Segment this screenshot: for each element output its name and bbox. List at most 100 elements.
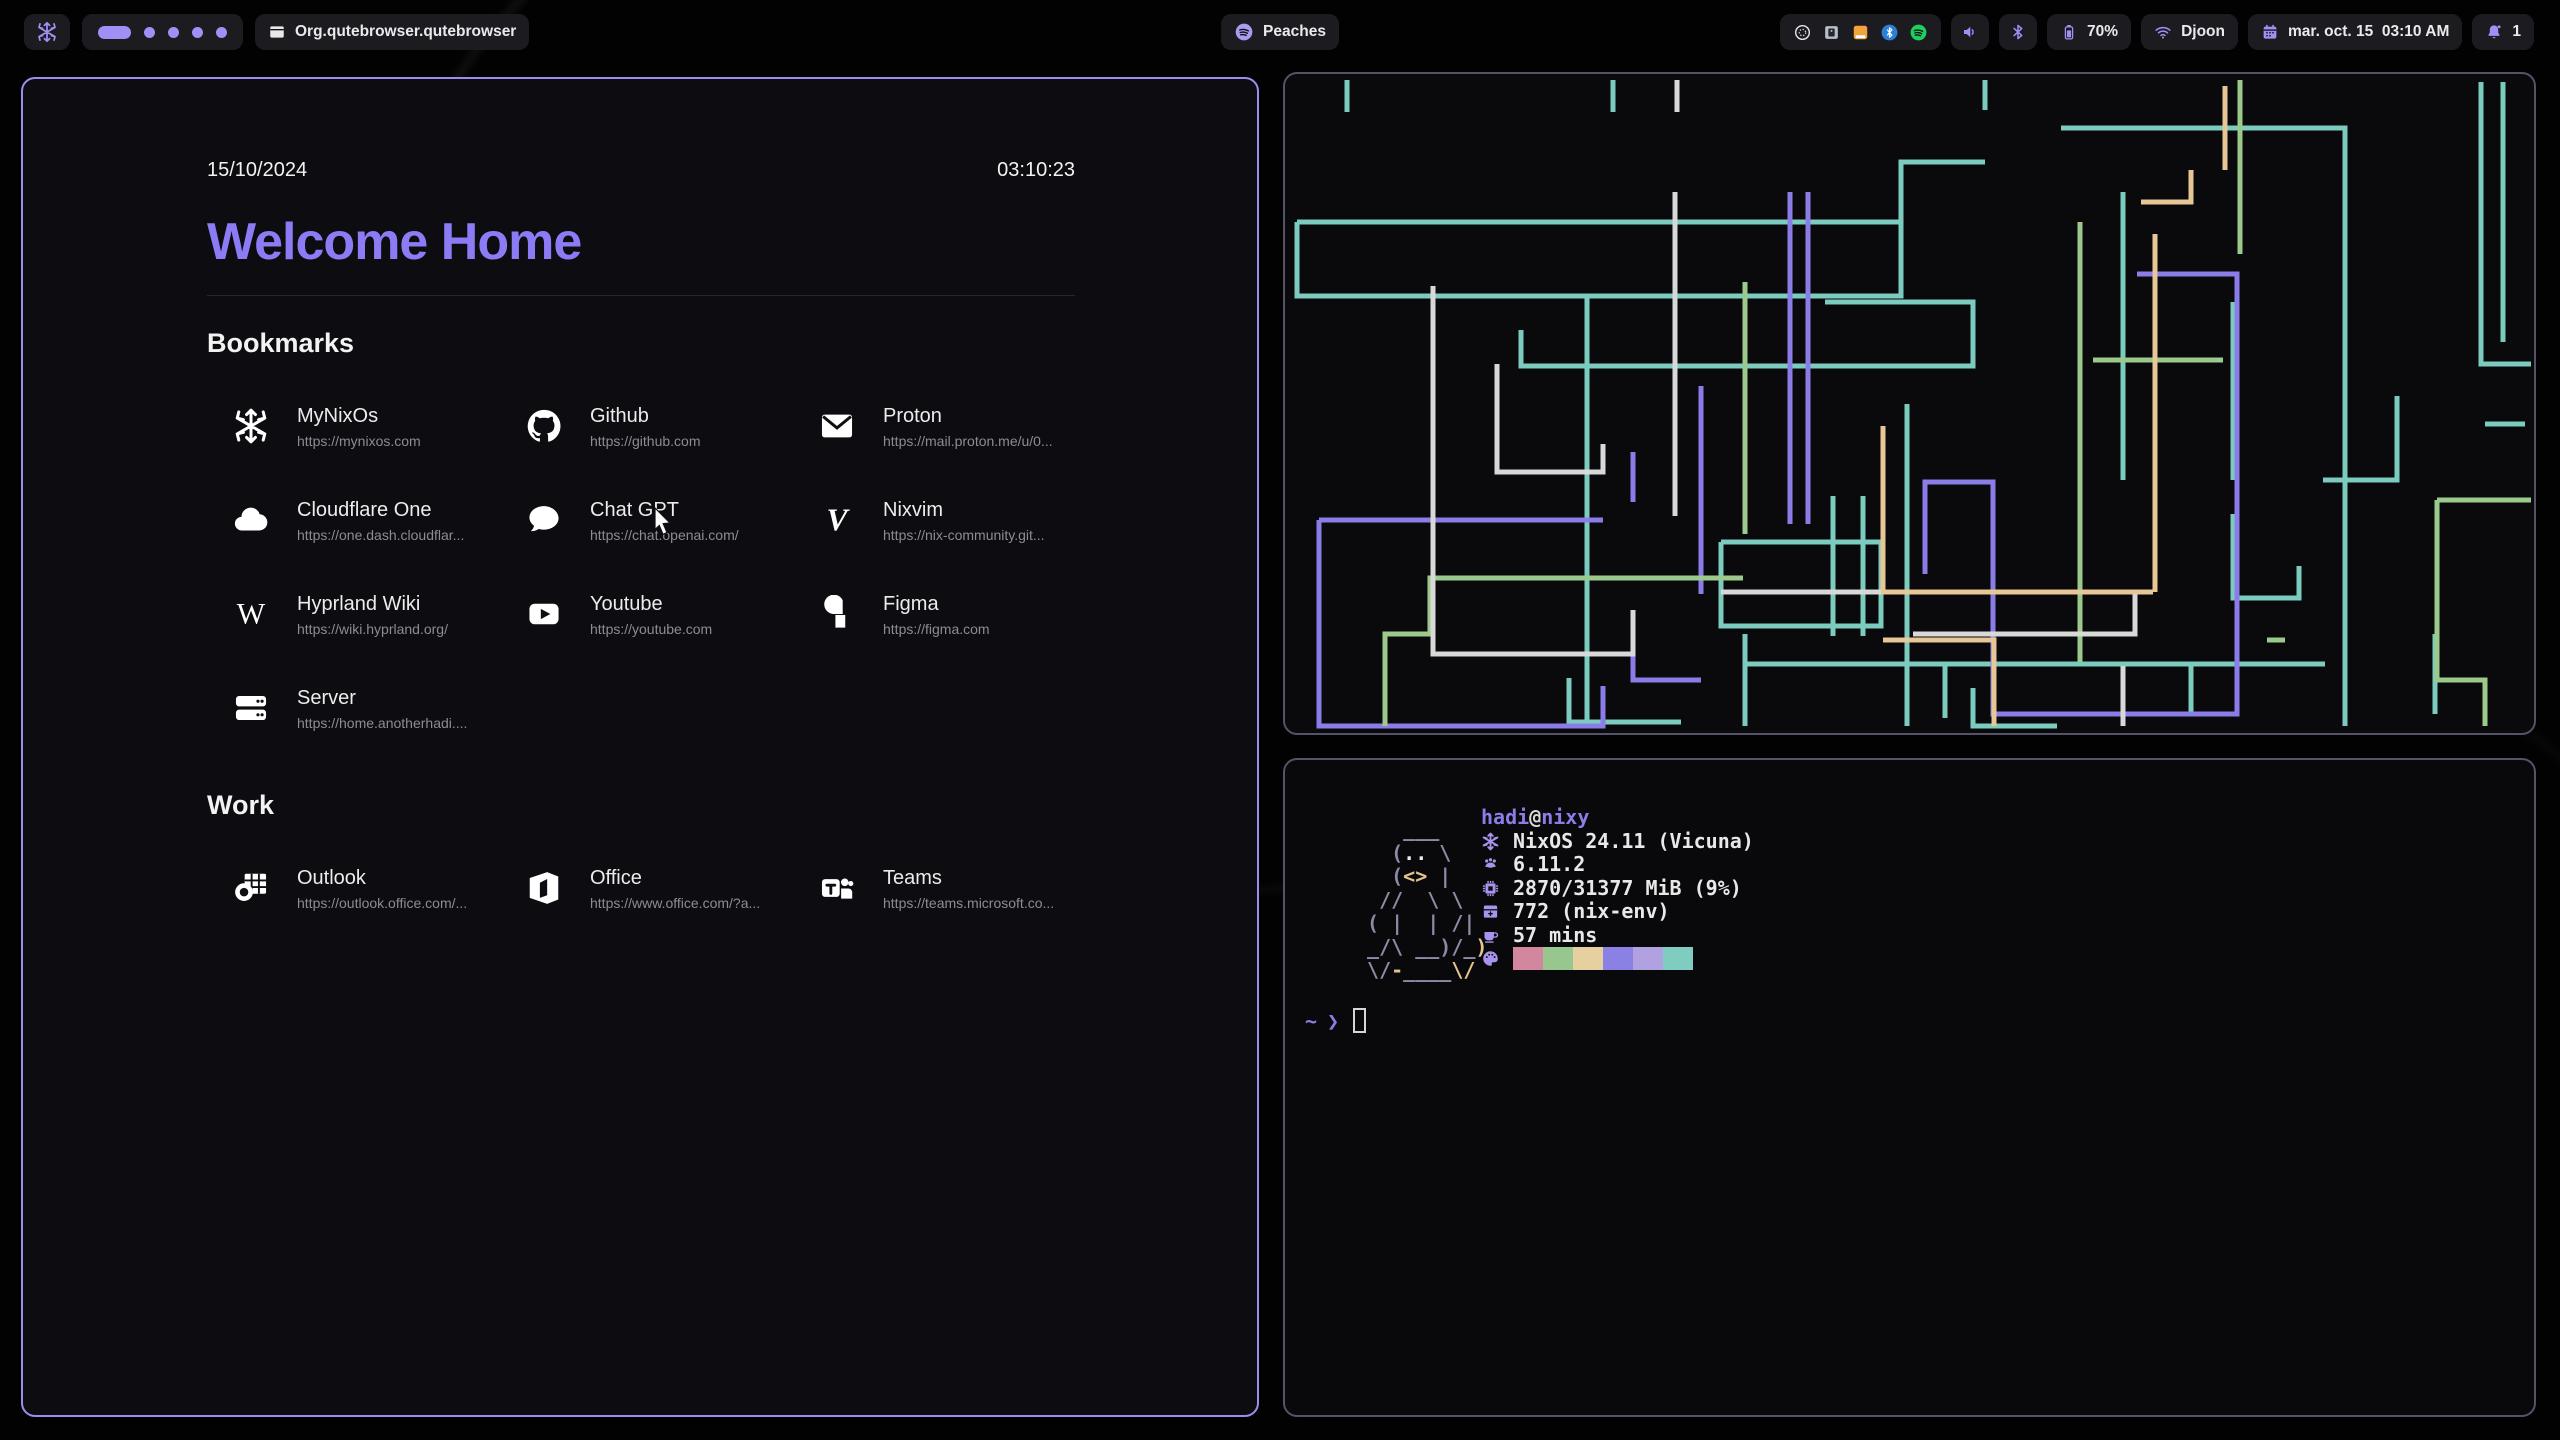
fetch-info-line: 6.11.2 xyxy=(1481,852,1754,877)
ascii-art-segment: .. xyxy=(1403,840,1428,865)
bookmark-grid: MyNixOs https://mynixos.com Github https://… xyxy=(207,398,1075,736)
app-square-icon[interactable] xyxy=(1822,23,1841,42)
top-bar-center: Peaches xyxy=(1221,14,1339,50)
network-pill[interactable]: Djoon xyxy=(2141,14,2238,50)
bookmark-figma[interactable]: Figma https://figma.com xyxy=(815,586,1075,642)
fetch-terminal-window: ___ (.. \ (<> | // \ \ ( | | /| _/\ __)/… xyxy=(1283,758,2536,1417)
svg-text:V: V xyxy=(826,502,850,537)
bookmark-hyprland-wiki[interactable]: W Hyprland Wiki https://wiki.hyprland.org/ xyxy=(229,586,522,642)
spotify-icon xyxy=(1234,22,1254,42)
section-heading: Bookmarks xyxy=(207,328,355,358)
bookmark-url: https://nix-community.git... xyxy=(883,526,1045,543)
bluetooth-icon xyxy=(2009,23,2027,41)
svg-text:W: W xyxy=(237,597,266,631)
pipe-segment xyxy=(1880,426,2153,595)
terminal-cursor[interactable] xyxy=(1353,1008,1367,1033)
fetch-info-line: NixOS 24.11 (Vicuna) xyxy=(1481,829,1754,854)
bookmark-url: https://figma.com xyxy=(883,620,990,637)
workspace-dot[interactable] xyxy=(168,26,179,38)
active-window-title-pill[interactable]: Org.qutebrowser.qutebrowser xyxy=(255,14,530,50)
nixos-snowflake-icon xyxy=(36,21,58,43)
color-swatch xyxy=(1543,947,1573,971)
bookmark-office[interactable]: Office https://www.office.com/?a... xyxy=(522,860,815,916)
pipe-segment xyxy=(2478,82,2531,367)
bookmark-cloudflare-one[interactable]: Cloudflare One https://one.dash.cloudflar… xyxy=(229,492,522,548)
bookmark-text: Outlook https://outlook.office.com/... xyxy=(297,866,467,911)
bookmark-server[interactable]: Server https://home.anotherhadi.... xyxy=(229,680,522,736)
spotify-badge-icon[interactable] xyxy=(1909,23,1928,42)
qutebrowser-window: 15/10/2024 03:10:23 Welcome Home Bookmar… xyxy=(21,77,1259,1417)
bookmark-outlook[interactable]: Outlook https://outlook.office.com/... xyxy=(229,860,522,916)
bookmark-teams[interactable]: Teams https://teams.microsoft.co... xyxy=(815,860,1075,916)
bookmark-title: Github xyxy=(590,404,649,427)
color-swatch xyxy=(1633,947,1663,971)
pipe-segment xyxy=(2061,125,2348,726)
pipe-segment xyxy=(1382,575,1743,726)
clock-label: mar. oct. 15 03:10 AM xyxy=(2287,23,2450,40)
bluetooth-button[interactable] xyxy=(1999,14,2038,50)
now-playing-pill[interactable]: Peaches xyxy=(1221,14,1339,50)
app-orange-icon[interactable] xyxy=(1851,23,1870,42)
bookmark-mynixos[interactable]: MyNixOs https://mynixos.com xyxy=(229,398,522,454)
workspace-dot[interactable] xyxy=(216,26,227,38)
nixos-menu-button[interactable] xyxy=(24,14,70,50)
bookmark-youtube[interactable]: Youtube https://youtube.com xyxy=(522,586,815,642)
server-icon xyxy=(229,686,273,730)
workspace-dot[interactable] xyxy=(144,26,155,38)
pipes-art xyxy=(1294,80,2531,729)
time-label: 03:10:23 xyxy=(997,159,1075,181)
workspace-active[interactable] xyxy=(98,25,131,39)
bookmark-url: https://youtube.com xyxy=(590,620,713,637)
bluetooth-badge-icon[interactable] xyxy=(1880,23,1899,42)
fetch-info-text: 2870/31377 MiB (9%) xyxy=(1513,875,1742,900)
notifications-pill[interactable]: 1 xyxy=(2472,14,2534,50)
workspace-indicator[interactable] xyxy=(82,14,243,50)
fetch-info-text: 772 (nix-env) xyxy=(1513,899,1670,923)
pipe-segment xyxy=(2434,500,2488,726)
ascii-art-segment: ___ xyxy=(1355,817,1440,841)
bookmark-grid: Outlook https://outlook.office.com/... Off… xyxy=(207,860,1075,916)
top-bar-left: Org.qutebrowser.qutebrowser xyxy=(24,14,530,50)
startpage-content: 15/10/2024 03:10:23 Welcome Home Bookmar… xyxy=(207,159,1075,916)
pipe-segment xyxy=(2323,396,2400,483)
bookmark-text: Figma https://figma.com xyxy=(883,592,990,637)
clock-pill[interactable]: mar. oct. 15 03:10 AM xyxy=(2247,14,2463,50)
cup-icon xyxy=(1481,926,1500,945)
bookmark-text: Teams https://teams.microsoft.co... xyxy=(883,866,1054,911)
battery-percent: 70% xyxy=(2087,23,2119,40)
bookmark-title: Youtube xyxy=(590,592,663,615)
bookmark-url: https://one.dash.cloudflar... xyxy=(297,526,465,543)
pipe-segment xyxy=(1898,159,1985,222)
battery-pill[interactable]: 70% xyxy=(2047,14,2132,50)
bookmark-proton[interactable]: Proton https://mail.proton.me/u/0... xyxy=(815,398,1075,454)
bookmark-text: Office https://www.office.com/?a... xyxy=(590,866,760,911)
cloud-icon xyxy=(229,498,273,542)
pipe-segment xyxy=(1430,286,1636,657)
bookmark-text: Server https://home.anotherhadi.... xyxy=(297,686,467,731)
bell-icon xyxy=(2485,23,2503,41)
shell-prompt: ~ ❯ xyxy=(1305,1008,1367,1033)
screen-record-icon[interactable] xyxy=(1793,23,1812,42)
divider xyxy=(207,295,1075,296)
bookmark-nixvim[interactable]: V Nixvim https://nix-community.git... xyxy=(815,492,1075,548)
figma-icon xyxy=(815,592,859,636)
pipe-segment xyxy=(1883,637,1997,726)
ascii-art-segment: \/ xyxy=(1451,958,1476,982)
fetch-info-line: 57 mins xyxy=(1481,923,1754,948)
top-bar: Org.qutebrowser.qutebrowser Peaches 70% … xyxy=(0,14,2560,54)
notification-count: 1 xyxy=(2512,23,2521,40)
calendar-icon xyxy=(2261,23,2279,41)
ascii-art-segment: ____ xyxy=(1403,958,1452,982)
wifi-icon xyxy=(2154,23,2172,41)
bookmark-text: Hyprland Wiki https://wiki.hyprland.org/ xyxy=(297,592,448,637)
bookmark-text: Youtube https://youtube.com xyxy=(590,592,712,637)
bookmark-github[interactable]: Github https://github.com xyxy=(522,398,815,454)
active-window-title: Org.qutebrowser.qutebrowser xyxy=(295,23,517,40)
bookmark-title: Server xyxy=(297,686,356,709)
pipe-segment xyxy=(1316,520,1606,729)
startpage-header: 15/10/2024 03:10:23 xyxy=(207,159,1075,182)
ascii-art-segment: _/\ __)/_ xyxy=(1355,934,1476,959)
volume-button[interactable] xyxy=(1951,14,1990,50)
workspace-dot[interactable] xyxy=(192,26,203,38)
bookmark-url: https://mynixos.com xyxy=(297,432,421,449)
